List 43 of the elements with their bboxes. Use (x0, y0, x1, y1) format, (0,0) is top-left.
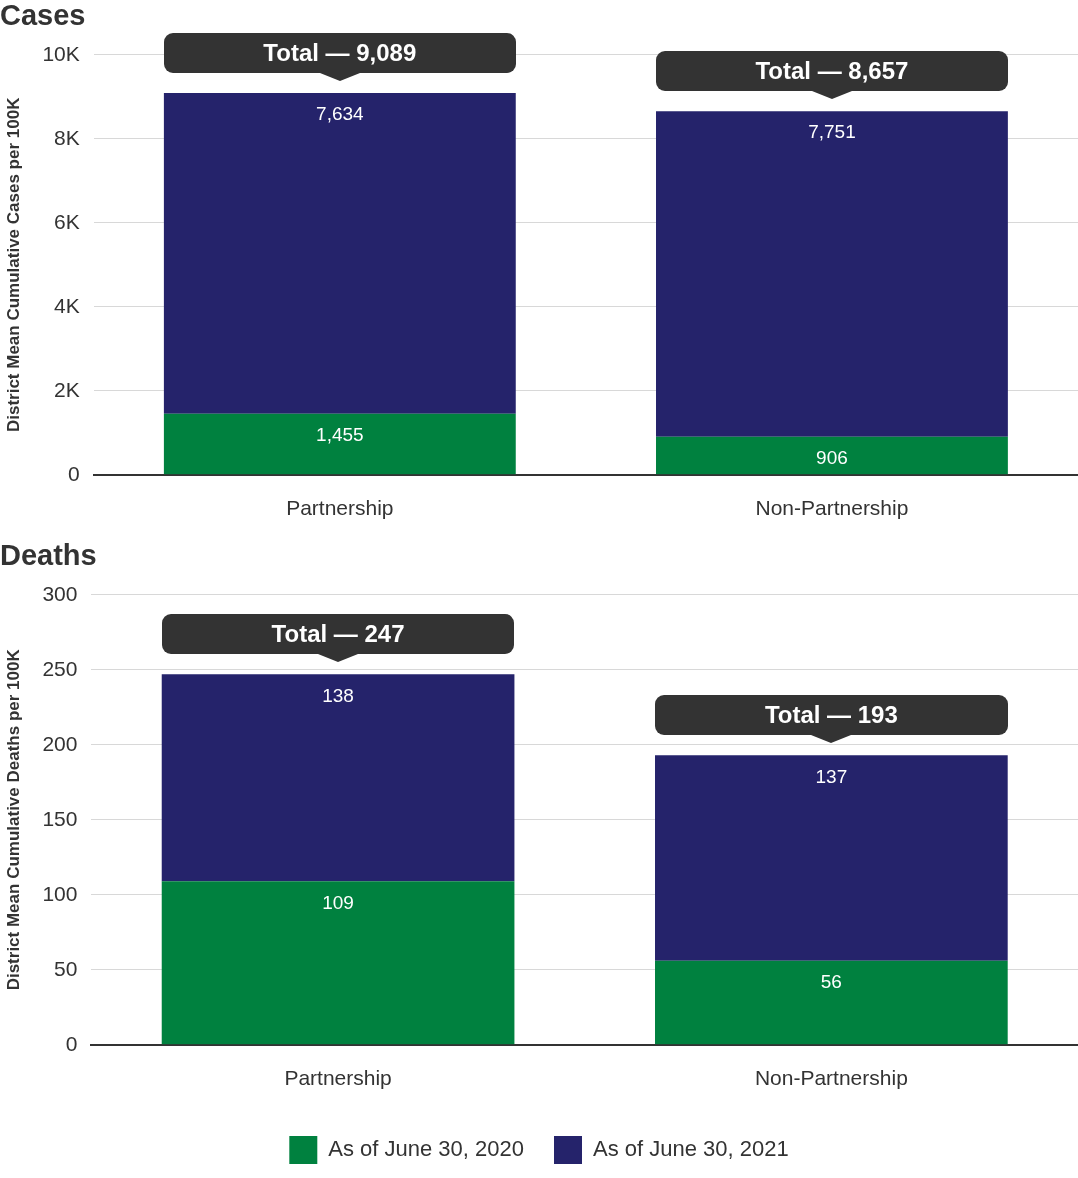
y-axis-title: District Mean Cumulative Deaths per 100K (3, 648, 23, 991)
data-label: 1,455 (316, 423, 364, 445)
total-label: Total — 9,089 (163, 33, 516, 74)
bar (656, 436, 1008, 475)
y-tick-label: 0 (65, 1031, 78, 1055)
bar (161, 674, 515, 882)
y-tick-label: 6K (54, 209, 80, 233)
y-tick-label: 250 (42, 656, 78, 680)
x-tick-label: Non-Partnership (755, 496, 909, 520)
y-tick-label: 2K (54, 377, 80, 401)
data-label: 7,751 (808, 121, 856, 143)
y-tick-label: 150 (42, 806, 78, 830)
bar (161, 881, 515, 1045)
total-label: Total — 8,657 (656, 51, 1008, 92)
total-label: Total — 193 (655, 695, 1008, 736)
chart-title: Cases (0, 0, 86, 32)
y-tick-label: 10K (42, 41, 80, 65)
chart-title: Deaths (0, 539, 97, 572)
y-tick-label: 100 (42, 881, 78, 905)
data-label: 137 (815, 765, 848, 787)
total-label: Total — 247 (161, 614, 515, 655)
bar (656, 111, 1008, 437)
y-tick-label: 8K (54, 125, 80, 149)
y-tick-label: 0 (68, 461, 80, 485)
x-tick-label: Partnership (286, 496, 394, 520)
bar (655, 960, 1008, 1045)
y-tick-label: 4K (54, 293, 80, 317)
data-label: 109 (322, 891, 354, 913)
y-axis-title: District Mean Cumulative Cases per 100K (3, 96, 23, 433)
x-tick-label: Non-Partnership (754, 1066, 908, 1090)
bar (163, 93, 516, 414)
data-label: 906 (816, 446, 848, 468)
data-label: 138 (322, 684, 354, 706)
data-label: 7,634 (316, 103, 365, 125)
x-tick-label: Partnership (284, 1066, 392, 1090)
bar (655, 755, 1008, 961)
legend-label: As of June 30, 2021 (593, 1136, 789, 1162)
data-label: 56 (820, 971, 842, 993)
bar (163, 413, 516, 475)
y-tick-label: 50 (54, 956, 78, 980)
y-tick-label: 200 (42, 731, 78, 755)
legend-label: As of June 30, 2020 (328, 1136, 524, 1162)
y-tick-label: 300 (42, 581, 78, 605)
